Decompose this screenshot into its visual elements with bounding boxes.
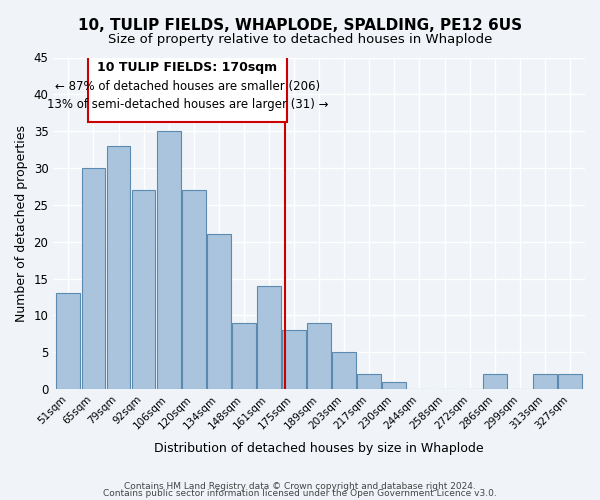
Bar — [358, 374, 381, 389]
Bar — [558, 374, 582, 389]
Bar — [257, 286, 281, 389]
Bar — [382, 382, 406, 389]
Bar — [483, 374, 506, 389]
Bar — [232, 323, 256, 389]
Text: 13% of semi-detached houses are larger (31) →: 13% of semi-detached houses are larger (… — [47, 98, 328, 111]
Bar — [107, 146, 130, 389]
Bar — [207, 234, 231, 389]
Bar — [307, 323, 331, 389]
Bar — [282, 330, 306, 389]
X-axis label: Distribution of detached houses by size in Whaplode: Distribution of detached houses by size … — [154, 442, 484, 455]
Bar — [533, 374, 557, 389]
Y-axis label: Number of detached properties: Number of detached properties — [15, 125, 28, 322]
Bar — [182, 190, 206, 389]
Text: Contains HM Land Registry data © Crown copyright and database right 2024.: Contains HM Land Registry data © Crown c… — [124, 482, 476, 491]
Text: 10 TULIP FIELDS: 170sqm: 10 TULIP FIELDS: 170sqm — [97, 61, 278, 74]
Bar — [157, 131, 181, 389]
Bar — [56, 294, 80, 389]
Text: Contains public sector information licensed under the Open Government Licence v3: Contains public sector information licen… — [103, 488, 497, 498]
Bar — [82, 168, 106, 389]
Text: 10, TULIP FIELDS, WHAPLODE, SPALDING, PE12 6US: 10, TULIP FIELDS, WHAPLODE, SPALDING, PE… — [78, 18, 522, 32]
Text: Size of property relative to detached houses in Whaplode: Size of property relative to detached ho… — [108, 32, 492, 46]
FancyBboxPatch shape — [88, 52, 287, 122]
Bar — [131, 190, 155, 389]
Text: ← 87% of detached houses are smaller (206): ← 87% of detached houses are smaller (20… — [55, 80, 320, 92]
Bar — [332, 352, 356, 389]
